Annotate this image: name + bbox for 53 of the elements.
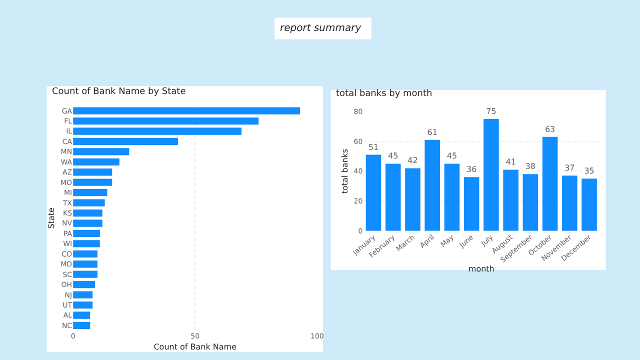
data-label: 63 <box>544 124 556 134</box>
bar <box>73 270 98 278</box>
bar <box>73 117 259 125</box>
bar <box>73 178 112 186</box>
bar <box>484 119 499 231</box>
data-label: 61 <box>427 128 438 137</box>
bar <box>73 128 242 135</box>
bar <box>73 281 96 288</box>
x-axis-title: month <box>468 264 494 274</box>
data-label: 42 <box>408 156 418 166</box>
bar <box>444 164 460 231</box>
bar <box>424 140 440 231</box>
bar <box>73 322 90 330</box>
data-label: 35 <box>584 166 594 176</box>
bar <box>73 138 178 146</box>
bar <box>503 170 518 231</box>
text: report summary <box>280 23 362 34</box>
bar <box>542 136 558 231</box>
bar <box>73 107 300 114</box>
bar <box>562 176 578 231</box>
data-label: 41 <box>506 158 516 167</box>
bar <box>73 189 108 196</box>
data-label: 45 <box>388 152 398 161</box>
bar <box>405 168 420 231</box>
data-label: 75 <box>486 107 496 116</box>
bar <box>73 168 112 176</box>
bar <box>464 177 480 231</box>
bar <box>73 240 100 248</box>
bar <box>73 230 100 238</box>
bar <box>385 164 401 231</box>
bar <box>73 220 102 227</box>
bar <box>73 158 120 166</box>
y-axis-title: State <box>47 207 56 229</box>
y-axis-title: total banks <box>340 148 350 194</box>
bar <box>73 250 98 258</box>
bar <box>73 291 93 298</box>
bar <box>73 260 98 268</box>
chart-title: Count of Bank Name by State <box>52 87 186 97</box>
bar <box>73 301 93 309</box>
data-label: 51 <box>368 142 379 152</box>
x-axis-title: Count of Bank Name <box>154 342 237 352</box>
bar <box>73 148 130 156</box>
data-label: 36 <box>466 165 477 174</box>
bar <box>522 174 538 231</box>
bar <box>73 199 105 206</box>
data-label: 38 <box>525 162 536 172</box>
data-label: 45 <box>446 152 458 161</box>
data-label: 37 <box>564 164 575 173</box>
chart-title: total banks by month <box>336 89 432 99</box>
bar <box>73 209 102 217</box>
bar <box>73 312 90 319</box>
bar <box>366 154 382 231</box>
bar <box>582 178 597 231</box>
